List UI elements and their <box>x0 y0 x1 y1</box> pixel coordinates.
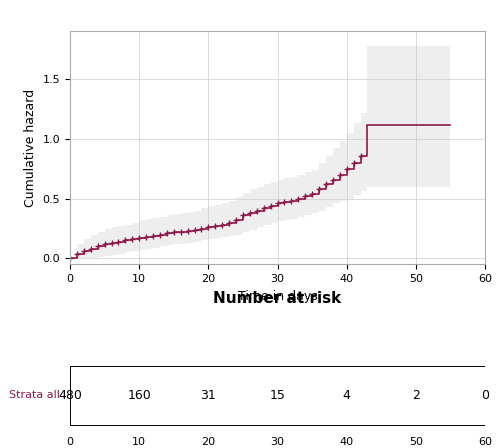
X-axis label: Time in days: Time in days <box>238 290 318 303</box>
Text: 2: 2 <box>412 389 420 402</box>
Text: Number at risk: Number at risk <box>214 291 342 306</box>
Text: 4: 4 <box>342 389 350 402</box>
Text: 0: 0 <box>481 389 489 402</box>
Text: 480: 480 <box>58 389 82 402</box>
Text: 160: 160 <box>128 389 151 402</box>
Text: Strata all: Strata all <box>9 391 59 401</box>
Y-axis label: Cumulative hazard: Cumulative hazard <box>24 89 37 207</box>
Text: 15: 15 <box>270 389 285 402</box>
Text: 31: 31 <box>200 389 216 402</box>
